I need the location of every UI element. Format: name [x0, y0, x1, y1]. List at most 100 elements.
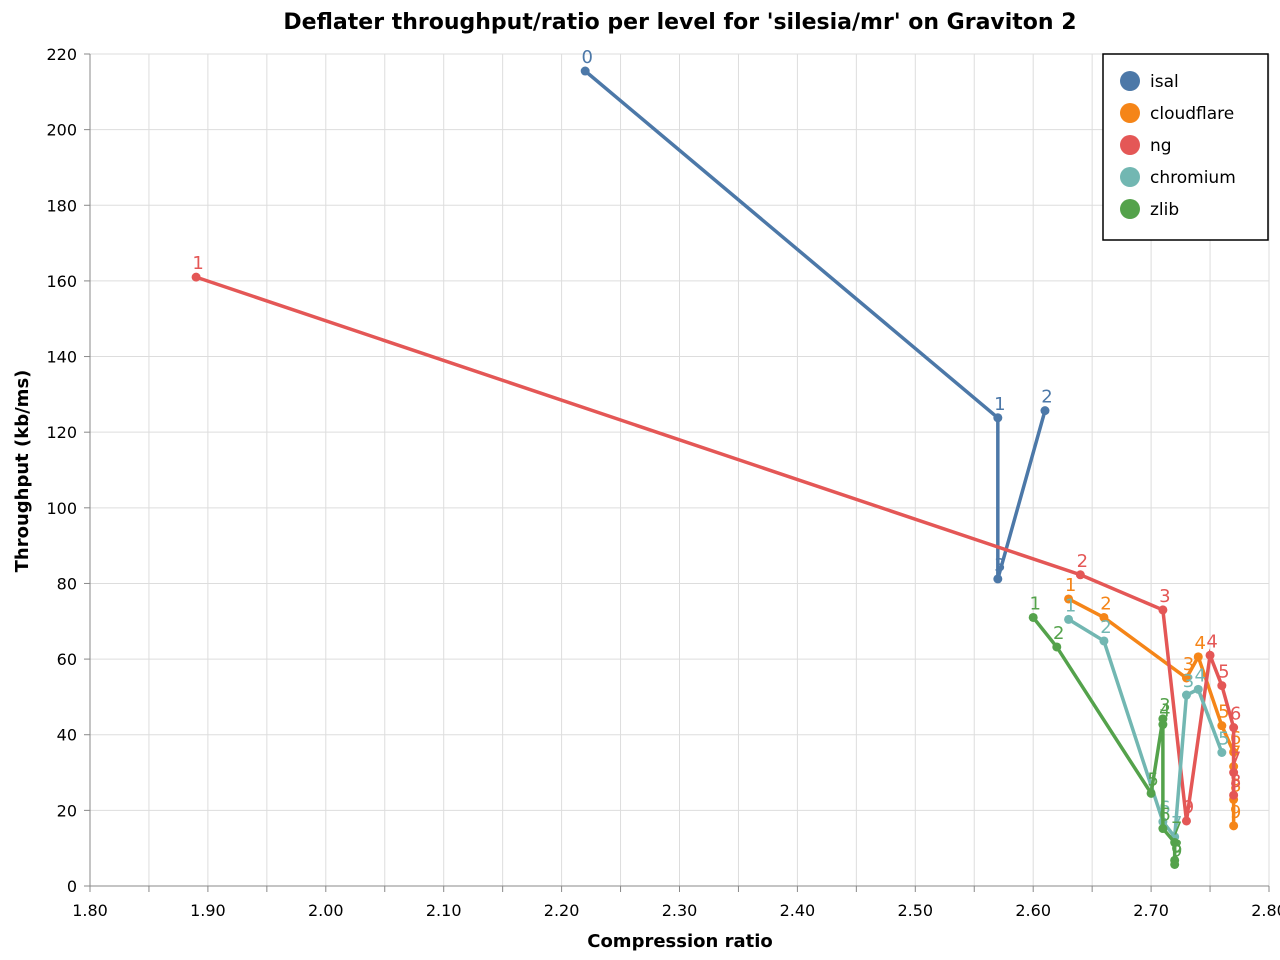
- data-point-zlib: [1158, 824, 1168, 834]
- x-tick-label: 2.70: [1133, 901, 1169, 920]
- series-isal: 0 1 3 2: [580, 47, 1053, 584]
- point-label-zlib: 9: [1171, 840, 1182, 861]
- point-label-isal: 2: [1041, 387, 1052, 408]
- y-tick-label: 200: [46, 121, 77, 140]
- point-label-zlib: 4: [1159, 701, 1170, 722]
- data-point-ng: [1075, 570, 1085, 580]
- legend-swatch-cloudflare: [1120, 103, 1140, 123]
- point-label-cloudflare: 3: [1183, 654, 1194, 675]
- data-point-chromium: [1099, 636, 1109, 646]
- point-label-cloudflare: 8: [1230, 775, 1241, 796]
- y-tick-label: 20: [57, 801, 77, 820]
- x-tick-label: 2.40: [780, 901, 816, 920]
- y-tick-label: 40: [57, 726, 77, 745]
- x-axis-title: Compression ratio: [587, 931, 773, 952]
- legend-items: isal cloudflare ng chromium zlib: [1120, 71, 1236, 220]
- y-tick-label: 60: [57, 650, 77, 669]
- legend: isal cloudflare ng chromium zlib: [1102, 53, 1269, 241]
- data-point-ng: [191, 272, 201, 282]
- point-label-ng: 9: [1183, 797, 1194, 818]
- legend-label-isal: isal: [1150, 72, 1179, 92]
- x-tick-label: 2.80: [1251, 901, 1280, 920]
- legend-label-zlib: zlib: [1150, 200, 1179, 220]
- legend-swatch-isal: [1120, 71, 1140, 91]
- y-tick-label: 0: [67, 877, 77, 896]
- point-label-chromium: 1: [1065, 595, 1076, 616]
- point-label-zlib: 8: [1171, 836, 1182, 857]
- x-tick-label: 1.80: [72, 901, 108, 920]
- point-label-ng: 2: [1077, 551, 1088, 572]
- point-label-ng: 6: [1230, 704, 1241, 725]
- legend-label-cloudflare: cloudflare: [1150, 104, 1234, 124]
- data-point-chromium: [1217, 748, 1227, 758]
- point-label-zlib: 6: [1159, 805, 1170, 826]
- point-label-isal: 3: [994, 555, 1005, 576]
- point-label-cloudflare: 9: [1230, 802, 1241, 823]
- point-label-chromium: 5: [1218, 729, 1229, 750]
- y-tick-label: 160: [46, 272, 77, 291]
- point-label-cloudflare: 1: [1065, 575, 1076, 596]
- x-tick-label: 2.00: [308, 901, 344, 920]
- data-point-isal: [993, 574, 1003, 584]
- point-label-chromium: 4: [1195, 665, 1206, 686]
- legend-swatch-zlib: [1120, 199, 1140, 219]
- point-label-chromium: 7: [1171, 813, 1182, 834]
- y-tick-label: 180: [46, 196, 77, 215]
- legend-swatch-ng: [1120, 135, 1140, 155]
- point-label-chromium: 6: [1159, 798, 1170, 819]
- data-point-ng: [1158, 605, 1168, 615]
- data-point-cloudflare: [1064, 594, 1074, 604]
- point-label-cloudflare: 7: [1230, 742, 1241, 763]
- data-point-chromium: [1064, 614, 1074, 624]
- data-point-ng: [1181, 816, 1191, 826]
- point-label-cloudflare: 4: [1195, 633, 1206, 654]
- point-label-isal: 0: [581, 47, 592, 68]
- data-point-cloudflare: [1229, 821, 1239, 831]
- point-label-cloudflare: 5: [1218, 702, 1229, 723]
- x-tick-label: 2.10: [426, 901, 462, 920]
- point-label-zlib: 3: [1159, 695, 1170, 716]
- point-label-zlib: 7: [1171, 819, 1182, 840]
- chart-title: Deflater throughput/ratio per level for …: [283, 10, 1076, 35]
- x-tick-label: 2.50: [897, 901, 933, 920]
- point-label-ng: 8: [1230, 771, 1241, 792]
- y-tick-label: 120: [46, 423, 77, 442]
- legend-label-ng: ng: [1150, 136, 1172, 156]
- data-point-chromium: [1193, 684, 1203, 694]
- point-label-zlib: 5: [1147, 769, 1158, 790]
- data-point-zlib: [1170, 838, 1180, 848]
- data-point-zlib: [1170, 859, 1180, 869]
- data-point-chromium: [1181, 690, 1191, 700]
- data-point-zlib: [1052, 642, 1062, 652]
- data-point-zlib: [1146, 788, 1156, 798]
- x-tick-label: 2.30: [662, 901, 698, 920]
- data-point-ng: [1205, 650, 1215, 660]
- data-point-ng: [1229, 723, 1239, 733]
- legend-label-chromium: chromium: [1150, 168, 1236, 188]
- point-label-zlib: 2: [1053, 623, 1064, 644]
- x-tick-label: 2.20: [544, 901, 580, 920]
- point-label-ng: 1: [192, 253, 203, 274]
- grid: [89, 53, 1270, 887]
- point-label-ng: 3: [1159, 586, 1170, 607]
- point-label-ng: 4: [1206, 631, 1217, 652]
- point-label-zlib: 1: [1029, 593, 1040, 614]
- x-axis-ticks: 1.80 1.90 2.00 2.10 2.20 2.30 2.40 2.50 2.60 2.70…: [72, 886, 1280, 920]
- data-point-cloudflare: [1193, 652, 1203, 662]
- data-point-isal: [993, 413, 1003, 423]
- data-point-cloudflare: [1217, 721, 1227, 731]
- data-point-zlib: [1158, 720, 1168, 730]
- point-label-ng: 5: [1218, 662, 1229, 683]
- data-point-isal: [580, 66, 590, 76]
- data-point-cloudflare: [1099, 612, 1109, 622]
- data-point-isal: [1040, 406, 1050, 416]
- point-label-isal: 1: [994, 394, 1005, 415]
- x-tick-label: 1.90: [190, 901, 226, 920]
- data-point-ng: [1229, 768, 1239, 778]
- y-axis-title: Throughput (kb/ms): [12, 370, 33, 573]
- x-tick-label: 2.60: [1015, 901, 1051, 920]
